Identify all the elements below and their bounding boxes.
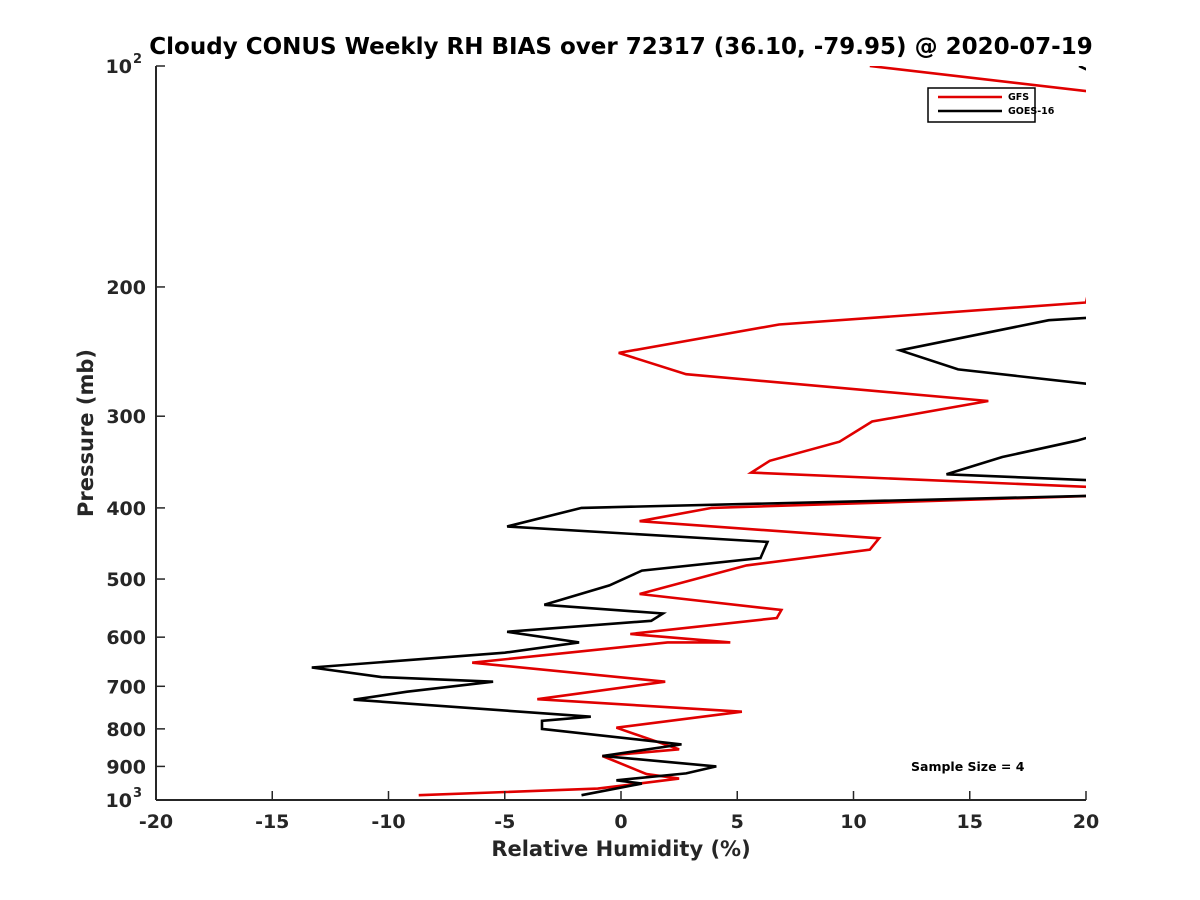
y-tick-label: 900 — [106, 756, 146, 778]
y-tick-label: 400 — [106, 498, 146, 520]
y-tick-label: 10 — [106, 56, 132, 78]
y-tick-label: 200 — [106, 277, 146, 299]
y-tick-exponent: 2 — [133, 52, 142, 67]
series-line-gfs — [418, 66, 1086, 797]
y-tick-exponent: 3 — [133, 786, 142, 801]
series-line-goes16 — [311, 66, 1086, 797]
y-tick-label: 10 — [106, 790, 132, 812]
legend-label-goes16: GOES-16 — [1008, 106, 1055, 117]
sample-size-annotation: Sample Size = 4 — [911, 759, 1025, 774]
y-tick-label: 800 — [106, 719, 146, 741]
x-tick-label: 10 — [840, 811, 866, 833]
x-tick-label: 20 — [1073, 811, 1099, 833]
x-tick-label: 0 — [614, 811, 627, 833]
x-tick-label: -10 — [371, 811, 405, 833]
x-axis-label: Relative Humidity (%) — [491, 837, 750, 861]
x-tick-label: -20 — [139, 811, 173, 833]
x-ticks: -20 -15 -10 -5 0 5 10 15 20 — [139, 791, 1099, 833]
series-layer — [311, 66, 1086, 797]
x-tick-label: -5 — [494, 811, 515, 833]
x-tick-label: 5 — [731, 811, 744, 833]
y-tick-label: 500 — [106, 569, 146, 591]
legend: GFS GOES-16 — [927, 87, 1055, 123]
y-tick-label: 700 — [106, 676, 146, 698]
legend-label-gfs: GFS — [1008, 92, 1029, 103]
x-tick-label: 15 — [957, 811, 983, 833]
y-tick-label: 600 — [106, 627, 146, 649]
chart-title: Cloudy CONUS Weekly RH BIAS over 72317 (… — [149, 34, 1092, 60]
y-axis-label: Pressure (mb) — [74, 349, 98, 517]
x-tick-label: -15 — [255, 811, 289, 833]
legend-box — [927, 87, 1036, 123]
y-tick-label: 300 — [106, 406, 146, 428]
